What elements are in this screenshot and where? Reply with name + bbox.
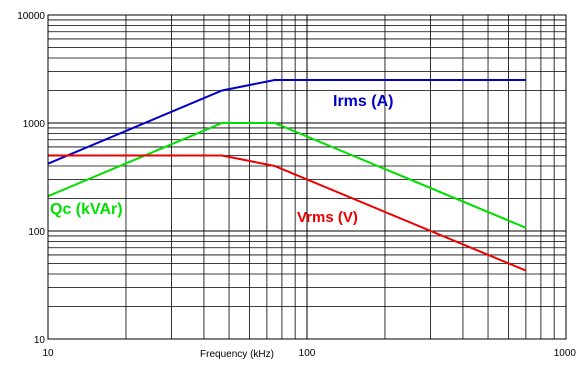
series-lines bbox=[47, 79, 527, 272]
x-axis-label: Frequency (kHz) bbox=[200, 349, 274, 360]
y-tick-label: 100 bbox=[28, 227, 45, 238]
x-tick-label: 1000 bbox=[554, 348, 576, 359]
series-line-2 bbox=[48, 154, 527, 272]
x-tick-label: 10 bbox=[42, 348, 54, 359]
tick-labels: 10000 1000 100 10 10 100 1000 bbox=[17, 11, 576, 359]
series-label-irms: Irms (A) bbox=[333, 93, 393, 110]
x-tick-label: 100 bbox=[299, 348, 316, 359]
y-tick-label: 10 bbox=[34, 335, 46, 346]
y-tick-label: 10000 bbox=[17, 11, 45, 22]
series-label-vrms: Vrms (V) bbox=[297, 209, 358, 226]
series-line-1 bbox=[47, 122, 527, 229]
series-label-qc: Qc (kVAr) bbox=[50, 201, 123, 218]
series-line-0 bbox=[47, 79, 526, 165]
plot-frame bbox=[47, 14, 567, 340]
y-tick-label: 1000 bbox=[23, 119, 46, 130]
grid bbox=[48, 15, 566, 339]
